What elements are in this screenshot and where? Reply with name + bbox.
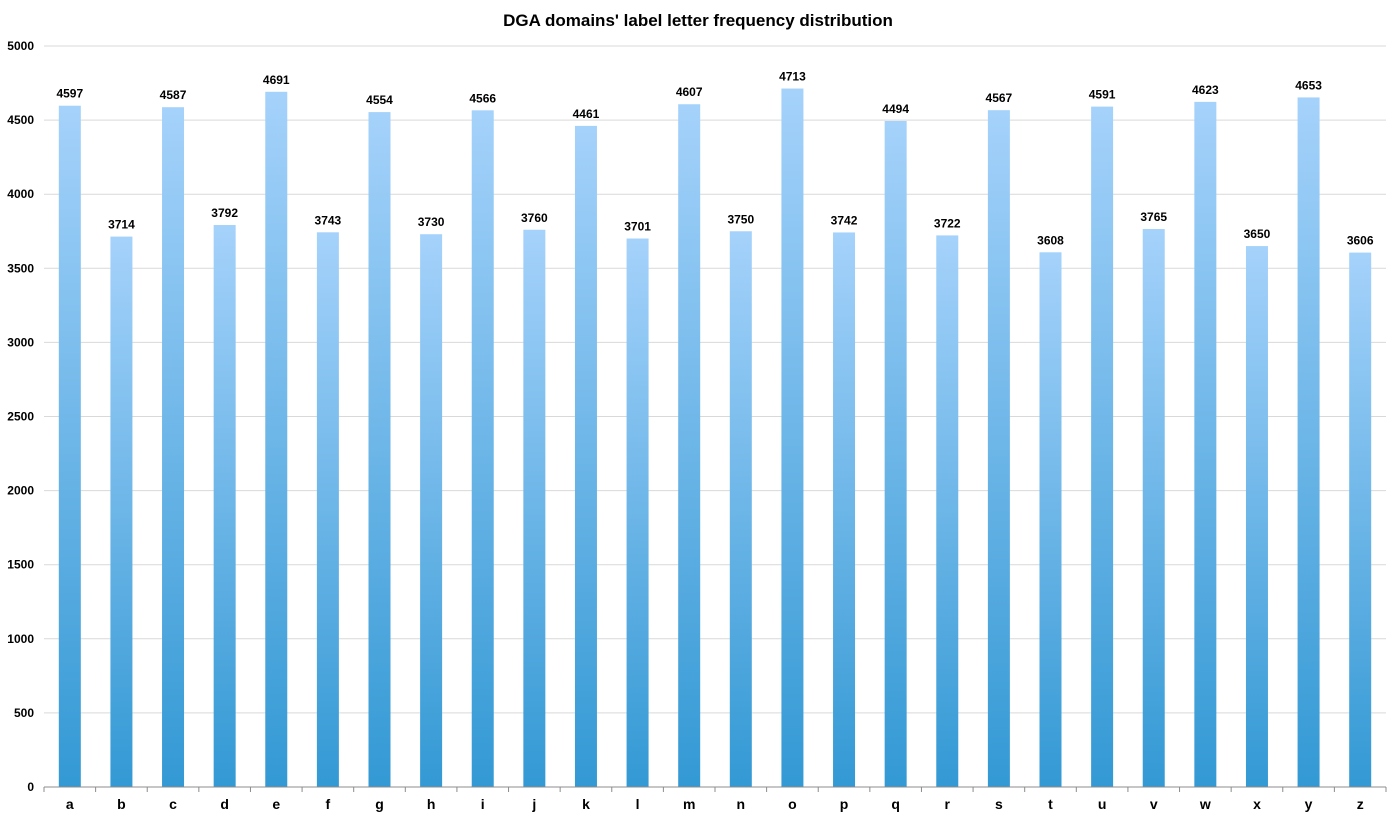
data-label-y: 4653 <box>1295 78 1322 92</box>
bar-d <box>213 225 236 787</box>
data-label-v: 3765 <box>1140 210 1167 224</box>
x-tick-label-t: t <box>1048 796 1053 812</box>
x-tick-label-l: l <box>636 796 640 812</box>
data-labels: 4597 3714 4587 3792 4691 3743 4554 3730 4566 3760… <box>56 70 1373 248</box>
x-tick-label-z: z <box>1357 796 1364 812</box>
x-tick-label-y: y <box>1305 796 1313 812</box>
x-tick-label-b: b <box>117 796 126 812</box>
data-label-j: 3760 <box>521 211 548 225</box>
x-tick-label-h: h <box>427 796 436 812</box>
x-tick-label-o: o <box>788 796 797 812</box>
x-tick-label-s: s <box>995 796 1003 812</box>
data-label-d: 3792 <box>211 206 238 220</box>
x-tick-label-a: a <box>66 796 74 812</box>
bar-a <box>58 105 81 787</box>
bar-u <box>1091 106 1114 788</box>
data-label-w: 4623 <box>1192 83 1219 97</box>
data-label-s: 4567 <box>986 91 1013 105</box>
chart-title: DGA domains' label letter frequency dist… <box>503 11 893 30</box>
bar-s <box>987 110 1010 788</box>
y-tick-label: 3000 <box>7 335 34 349</box>
data-label-n: 3750 <box>727 212 754 226</box>
bar-j <box>523 229 546 787</box>
data-label-g: 4554 <box>366 93 393 107</box>
bar-p <box>833 232 856 787</box>
x-tick-label-m: m <box>683 796 695 812</box>
x-axis-tick-labels: a b c d e f g h i j k l m n o p q r s t u v w x y z <box>43 787 1387 812</box>
bar-i <box>471 110 494 788</box>
bar-k <box>574 125 597 787</box>
bar-z <box>1349 252 1372 787</box>
bar-h <box>420 234 443 788</box>
y-tick-label: 2000 <box>7 484 34 498</box>
data-label-x: 3650 <box>1244 227 1271 241</box>
gridlines <box>44 45 1386 714</box>
data-label-z: 3606 <box>1347 234 1374 248</box>
bar-t <box>1039 252 1062 787</box>
bar-m <box>678 104 701 787</box>
y-tick-label: 0 <box>27 780 34 794</box>
data-label-r: 3722 <box>934 216 961 230</box>
x-tick-label-c: c <box>169 796 177 812</box>
x-tick-label-g: g <box>375 796 384 812</box>
bar-n <box>729 231 752 787</box>
bar-l <box>626 238 649 788</box>
x-tick-label-u: u <box>1098 796 1107 812</box>
bar-w <box>1194 101 1217 787</box>
bar-q <box>884 120 907 787</box>
data-label-f: 3743 <box>315 213 342 227</box>
x-tick-label-q: q <box>891 796 900 812</box>
data-label-e: 4691 <box>263 73 290 87</box>
bar-c <box>162 107 185 787</box>
data-label-l: 3701 <box>624 220 651 234</box>
y-tick-label: 5000 <box>7 39 34 53</box>
x-tick-label-x: x <box>1253 796 1261 812</box>
y-tick-label: 2500 <box>7 410 34 424</box>
data-label-b: 3714 <box>108 218 135 232</box>
x-tick-label-e: e <box>272 796 280 812</box>
x-tick-label-p: p <box>840 796 849 812</box>
data-label-t: 3608 <box>1037 233 1064 247</box>
x-tick-label-d: d <box>220 796 229 812</box>
bars <box>58 88 1372 788</box>
bar-x <box>1245 246 1268 787</box>
data-label-u: 4591 <box>1089 88 1116 102</box>
x-tick-label-n: n <box>737 796 746 812</box>
y-tick-label: 4000 <box>7 187 34 201</box>
x-tick-label-v: v <box>1150 796 1158 812</box>
data-label-h: 3730 <box>418 215 445 229</box>
y-tick-label: 3500 <box>7 261 34 275</box>
x-tick-label-k: k <box>582 796 590 812</box>
bar-f <box>316 232 339 787</box>
bar-o <box>781 88 804 788</box>
data-label-a: 4597 <box>56 87 83 101</box>
x-tick-label-i: i <box>481 796 485 812</box>
y-tick-label: 500 <box>14 706 34 720</box>
x-tick-label-r: r <box>945 796 951 812</box>
y-tick-label: 1500 <box>7 558 34 572</box>
bar-y <box>1297 97 1320 787</box>
data-label-c: 4587 <box>160 88 187 102</box>
data-label-k: 4461 <box>573 107 600 121</box>
data-label-q: 4494 <box>882 102 909 116</box>
x-tick-label-j: j <box>531 796 536 812</box>
y-axis-tick-labels: 0 500 1000 1500 2000 2500 3000 3500 4000 4500 5000 <box>7 39 34 794</box>
y-tick-label: 4500 <box>7 113 34 127</box>
bar-e <box>265 91 288 787</box>
x-tick-label-f: f <box>326 796 331 812</box>
bar-r <box>936 235 959 787</box>
bar-b <box>110 236 133 787</box>
bar-g <box>368 112 391 788</box>
data-label-p: 3742 <box>831 213 858 227</box>
data-label-i: 4566 <box>469 91 496 105</box>
data-label-o: 4713 <box>779 70 806 84</box>
data-label-m: 4607 <box>676 85 703 99</box>
bar-v <box>1142 229 1165 788</box>
y-tick-label: 1000 <box>7 632 34 646</box>
x-tick-label-w: w <box>1199 796 1211 812</box>
